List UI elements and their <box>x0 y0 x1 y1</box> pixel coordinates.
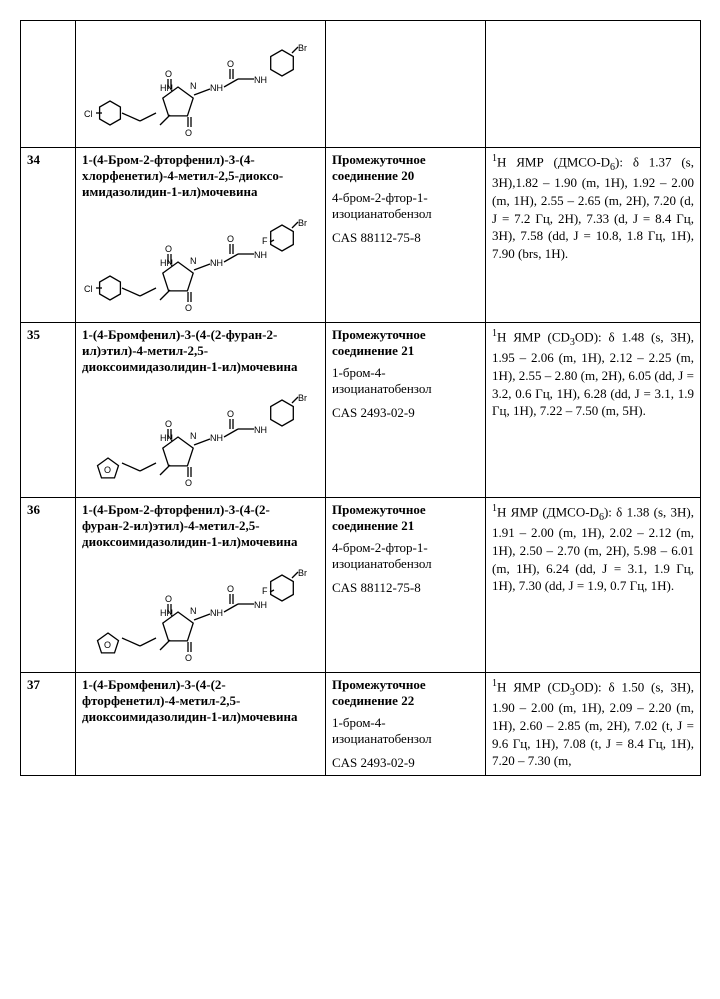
svg-text:O: O <box>165 69 172 79</box>
compound-name: 1-(4-Бром-2-фторфенил)-3-(4-(2-фуран-2-и… <box>82 502 319 550</box>
svg-text:N: N <box>190 256 197 266</box>
chemical-structure: OHNNOONHONHBrF <box>82 558 319 668</box>
compound-cell: 1-(4-Бромфенил)-3-(4-(2-фторфенетил)-4-м… <box>76 673 326 776</box>
intermediate-cell: Промежуточное соединение 22 1-бром-4-изоц… <box>326 673 486 776</box>
svg-text:NH: NH <box>210 433 223 443</box>
compound-name: 1-(4-Бромфенил)-3-(4-(2-фторфенетил)-4-м… <box>82 677 319 725</box>
svg-text:F: F <box>262 236 268 246</box>
svg-text:O: O <box>227 584 234 594</box>
row-number: 37 <box>21 673 76 776</box>
row-number <box>21 21 76 148</box>
chemical-structure: OHNNOONHONHBr <box>82 383 319 493</box>
compound-name: 1-(4-Бром-2-фторфенил)-3-(4-хлорфенетил)… <box>82 152 319 200</box>
intermediate-cell: Промежуточное соединение 21 1-бром-4-изоц… <box>326 323 486 498</box>
svg-text:Br: Br <box>298 43 307 53</box>
intermediate-cell: Промежуточное соединение 20 4-бром-2-фтор… <box>326 148 486 323</box>
intermediate-title: Промежуточное соединение 22 <box>332 677 479 709</box>
svg-text:O: O <box>165 244 172 254</box>
intermediate-title: Промежуточное соединение 21 <box>332 327 479 359</box>
svg-text:NH: NH <box>254 250 267 260</box>
svg-text:O: O <box>227 234 234 244</box>
nmr-data: 1H ЯМР (ДМСО-D6): δ 1.38 (s, 3H), 1.91 –… <box>486 498 701 673</box>
compound-cell: 1-(4-Бром-2-фторфенил)-3-(4-(2-фуран-2-и… <box>76 498 326 673</box>
svg-text:NH: NH <box>254 600 267 610</box>
svg-text:O: O <box>165 419 172 429</box>
nmr-data <box>486 21 701 148</box>
table-row: 341-(4-Бром-2-фторфенил)-3-(4-хлорфенети… <box>21 148 701 323</box>
svg-text:O: O <box>227 409 234 419</box>
svg-text:Br: Br <box>298 393 307 403</box>
svg-text:O: O <box>185 128 192 138</box>
svg-text:NH: NH <box>210 258 223 268</box>
svg-text:O: O <box>185 478 192 488</box>
compounds-table: ClHNNOONHONHBr341-(4-Бром-2-фторфенил)-3… <box>20 20 701 776</box>
compound-cell: ClHNNOONHONHBr <box>76 21 326 148</box>
svg-text:O: O <box>104 640 111 650</box>
svg-text:O: O <box>104 465 111 475</box>
chemical-structure: ClHNNOONHONHBrF <box>82 208 319 318</box>
nmr-data: 1H ЯМР (CD3OD): δ 1.48 (s, 3H), 1.95 – 2… <box>486 323 701 498</box>
intermediate-reagent: 4-бром-2-фтор-1-изоцианатобензол <box>332 540 479 572</box>
nmr-data: 1H ЯМР (ДМСО-D6): δ 1.37 (s, 3H),1.82 – … <box>486 148 701 323</box>
compound-cell: 1-(4-Бромфенил)-3-(4-(2-фуран-2-ил)этил)… <box>76 323 326 498</box>
svg-text:N: N <box>190 606 197 616</box>
intermediate-cas: CAS 2493-02-9 <box>332 405 479 421</box>
svg-text:N: N <box>190 81 197 91</box>
row-number: 36 <box>21 498 76 673</box>
svg-text:Cl: Cl <box>84 284 93 294</box>
intermediate-cas: CAS 2493-02-9 <box>332 755 479 771</box>
table-row: 371-(4-Бромфенил)-3-(4-(2-фторфенетил)-4… <box>21 673 701 776</box>
table-row: ClHNNOONHONHBr <box>21 21 701 148</box>
intermediate-cas: CAS 88112-75-8 <box>332 580 479 596</box>
intermediate-cas: CAS 88112-75-8 <box>332 230 479 246</box>
svg-text:N: N <box>190 431 197 441</box>
svg-text:NH: NH <box>210 608 223 618</box>
svg-text:O: O <box>185 653 192 663</box>
svg-text:Cl: Cl <box>84 109 93 119</box>
svg-text:NH: NH <box>254 75 267 85</box>
svg-text:O: O <box>185 303 192 313</box>
svg-text:Br: Br <box>298 218 307 228</box>
table-row: 351-(4-Бромфенил)-3-(4-(2-фуран-2-ил)эти… <box>21 323 701 498</box>
svg-text:F: F <box>262 586 268 596</box>
svg-text:O: O <box>165 594 172 604</box>
intermediate-title: Промежуточное соединение 20 <box>332 152 479 184</box>
chemical-structure: ClHNNOONHONHBr <box>82 33 319 143</box>
svg-text:NH: NH <box>210 83 223 93</box>
svg-text:NH: NH <box>254 425 267 435</box>
intermediate-reagent: 1-бром-4-изоцианатобензол <box>332 715 479 747</box>
intermediate-title: Промежуточное соединение 21 <box>332 502 479 534</box>
intermediate-reagent: 1-бром-4-изоцианатобензол <box>332 365 479 397</box>
intermediate-cell <box>326 21 486 148</box>
compound-name: 1-(4-Бромфенил)-3-(4-(2-фуран-2-ил)этил)… <box>82 327 319 375</box>
svg-text:O: O <box>227 59 234 69</box>
svg-text:Br: Br <box>298 568 307 578</box>
row-number: 35 <box>21 323 76 498</box>
row-number: 34 <box>21 148 76 323</box>
intermediate-reagent: 4-бром-2-фтор-1-изоцианатобензол <box>332 190 479 222</box>
compound-cell: 1-(4-Бром-2-фторфенил)-3-(4-хлорфенетил)… <box>76 148 326 323</box>
table-row: 361-(4-Бром-2-фторфенил)-3-(4-(2-фуран-2… <box>21 498 701 673</box>
nmr-data: 1H ЯМР (CD3OD): δ 1.50 (s, 3H), 1.90 – 2… <box>486 673 701 776</box>
intermediate-cell: Промежуточное соединение 21 4-бром-2-фтор… <box>326 498 486 673</box>
